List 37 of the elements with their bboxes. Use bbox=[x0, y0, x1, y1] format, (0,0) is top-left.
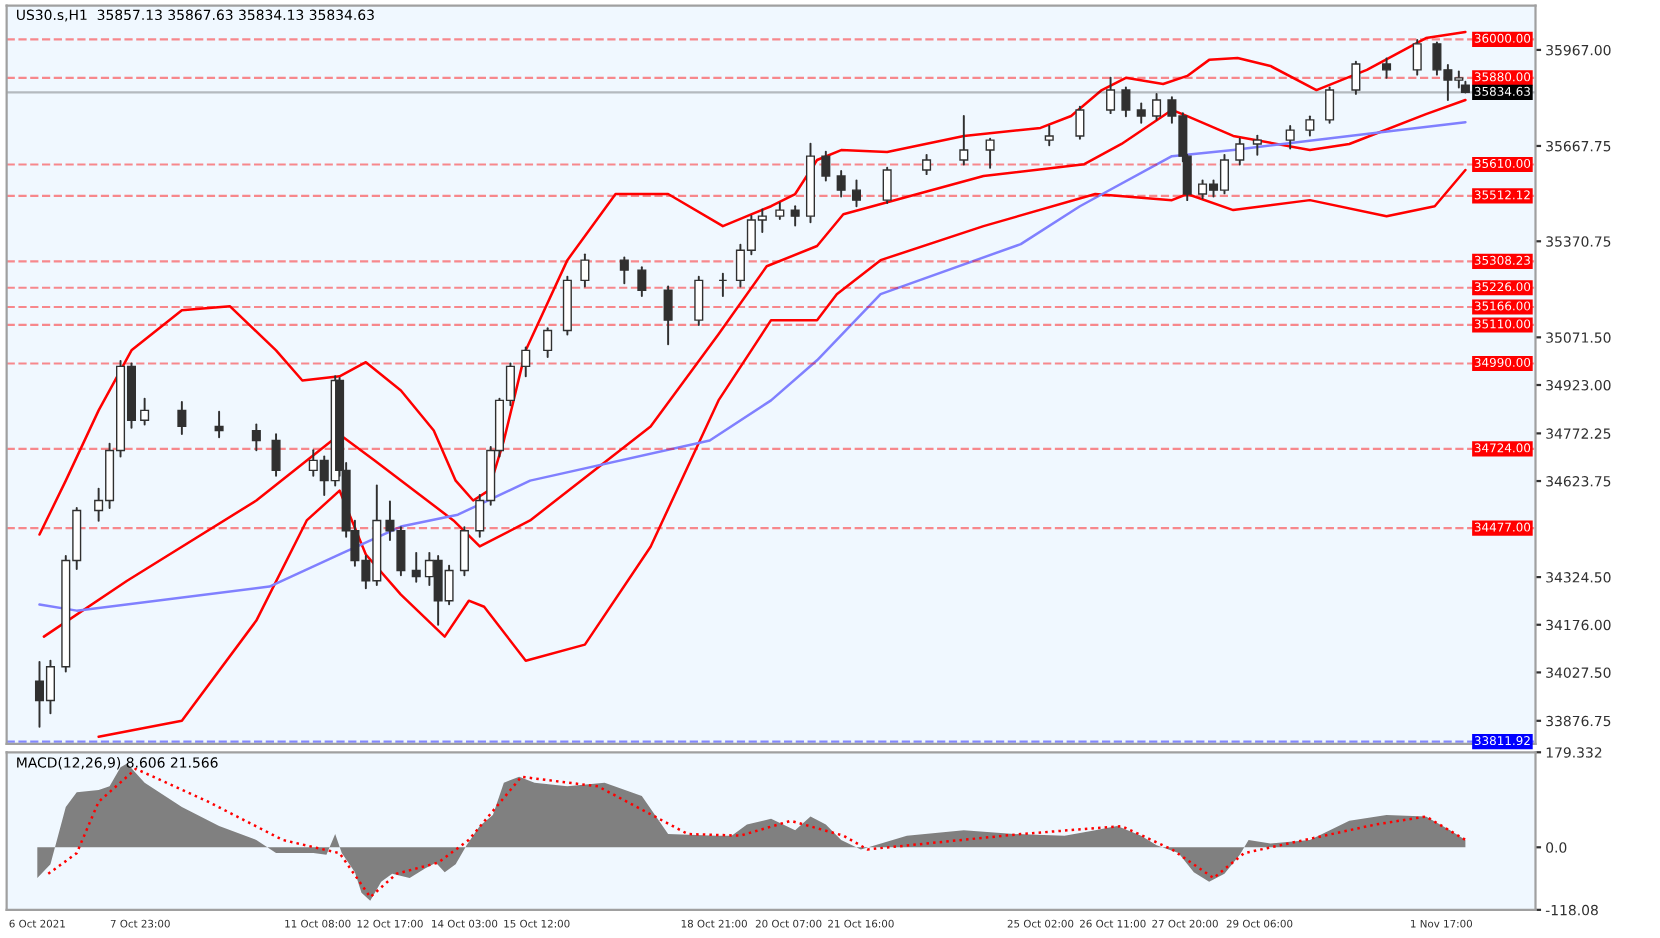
candlestick bbox=[251, 423, 261, 452]
candlestick bbox=[922, 153, 932, 176]
candlestick bbox=[1412, 39, 1422, 76]
line-series bbox=[38, 30, 1467, 536]
candlestick bbox=[1136, 102, 1146, 124]
candlestick bbox=[1044, 125, 1054, 147]
candlestick bbox=[790, 205, 800, 227]
candlestick bbox=[1305, 115, 1315, 137]
candlestick bbox=[959, 115, 969, 166]
candlestick bbox=[140, 397, 150, 426]
candlestick bbox=[580, 253, 590, 288]
candlestick bbox=[1152, 92, 1162, 121]
candlestick bbox=[1382, 57, 1392, 79]
candlestick bbox=[1075, 105, 1085, 140]
candlestick bbox=[637, 266, 647, 298]
candlestick bbox=[1351, 60, 1361, 95]
candlestick bbox=[1235, 137, 1245, 166]
candlestick bbox=[851, 179, 862, 208]
candlestick bbox=[1325, 86, 1335, 124]
candlestick bbox=[821, 150, 831, 182]
candlestick bbox=[1285, 125, 1295, 150]
candlestick bbox=[619, 256, 629, 285]
candlestick bbox=[459, 526, 469, 577]
candlestick bbox=[1106, 76, 1116, 115]
candlestick bbox=[214, 410, 224, 439]
candlestick bbox=[543, 327, 553, 359]
candlestick bbox=[177, 401, 187, 436]
candlestick bbox=[521, 346, 531, 378]
candlestick bbox=[271, 433, 281, 477]
candlestick bbox=[985, 137, 995, 169]
candlestick bbox=[882, 166, 892, 204]
candlestick bbox=[663, 285, 673, 346]
candlestick bbox=[411, 551, 421, 583]
candlestick bbox=[836, 169, 846, 198]
candlestick bbox=[1121, 86, 1131, 118]
candlestick bbox=[694, 275, 704, 326]
candlestick bbox=[1252, 134, 1262, 156]
